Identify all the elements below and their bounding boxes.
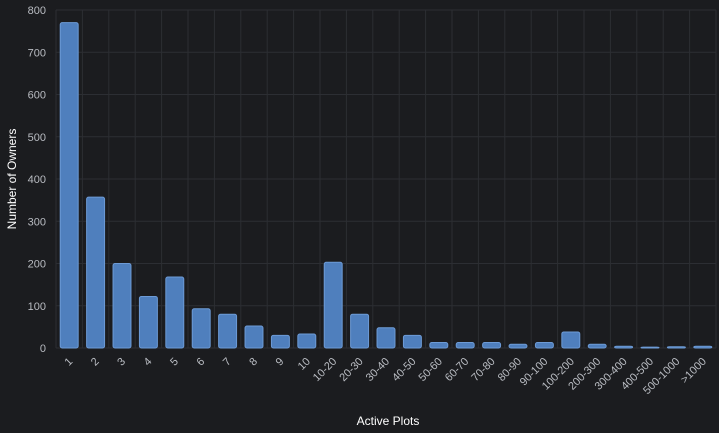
y-tick-label: 200 [28, 259, 46, 271]
bar-20-30[interactable] [350, 313, 370, 349]
bar-6[interactable] [191, 308, 211, 349]
bar-80-90[interactable] [508, 343, 528, 349]
bar-300-400[interactable] [614, 345, 634, 349]
x-tick-label: >1000 [679, 356, 709, 386]
x-tick-label: 40-50 [390, 356, 418, 384]
x-tick-label: 7 [221, 356, 234, 369]
x-tick-label: 60-70 [443, 356, 471, 384]
y-tick-label: 500 [28, 132, 46, 144]
y-tick-label: 400 [28, 174, 46, 186]
bar-7[interactable] [218, 313, 238, 349]
x-tick-label: 50-60 [417, 356, 445, 384]
x-tick-label: 8 [247, 356, 260, 369]
y-axis-title: Number of Owners [5, 129, 19, 230]
bar-4[interactable] [138, 295, 158, 349]
bar-8[interactable] [244, 325, 264, 349]
bar-200-300[interactable] [587, 343, 607, 349]
y-tick-label: 100 [28, 301, 46, 313]
y-axis-ticks: 0 100 200 300 400 500 600 700 800 [28, 5, 46, 355]
bar-30-40[interactable] [376, 327, 396, 349]
bar-10-20[interactable] [323, 261, 343, 349]
x-tick-label: 70-80 [469, 356, 497, 384]
y-tick-label: 800 [28, 5, 46, 17]
bar->1000[interactable] [693, 345, 713, 349]
bar-50-60[interactable] [429, 342, 449, 349]
x-tick-label: 10 [296, 356, 313, 373]
bar-9[interactable] [270, 334, 290, 349]
x-tick-label: 6 [195, 356, 208, 369]
x-tick-label: 1 [63, 356, 76, 369]
bar-500-1000[interactable] [666, 346, 686, 349]
bar-5[interactable] [165, 276, 185, 349]
grid-layer [55, 9, 717, 349]
x-tick-label: 10-20 [311, 356, 339, 384]
bar-10[interactable] [297, 333, 317, 349]
bar-100-200[interactable] [561, 331, 581, 349]
bar-90-100[interactable] [534, 342, 554, 349]
x-tick-label: 3 [115, 356, 128, 369]
x-axis-title: Active Plots [357, 414, 420, 428]
y-tick-label: 600 [28, 90, 46, 102]
bar-3[interactable] [112, 263, 132, 349]
x-tick-label: 30-40 [364, 356, 392, 384]
x-tick-label: 5 [168, 356, 181, 369]
bar-60-70[interactable] [455, 342, 475, 349]
bar-layer [59, 22, 713, 349]
x-axis-ticks: 1 2 3 4 5 6 7 8 9 1010-2020-3030-4040-5050-6060-7… [63, 356, 709, 397]
x-tick-label: 4 [142, 356, 155, 369]
y-tick-label: 0 [40, 343, 46, 355]
bar-1[interactable] [59, 22, 79, 349]
y-tick-label: 300 [28, 216, 46, 228]
y-tick-label: 700 [28, 47, 46, 59]
bar-40-50[interactable] [402, 334, 422, 349]
bar-2[interactable] [86, 196, 106, 349]
bar-70-80[interactable] [482, 342, 502, 349]
x-tick-label: 9 [274, 356, 287, 369]
x-tick-label: 2 [89, 356, 102, 369]
bar-400-500[interactable] [640, 346, 660, 349]
x-tick-label: 20-30 [337, 356, 365, 384]
